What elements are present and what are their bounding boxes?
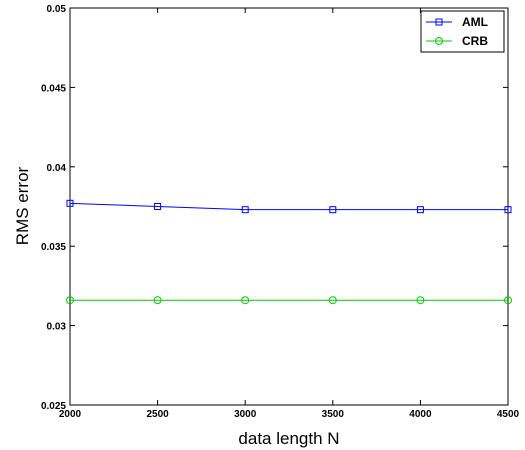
y-tick-label: 0.035 xyxy=(41,242,66,253)
data-point-crb xyxy=(504,296,512,305)
data-point-aml xyxy=(416,206,424,214)
ticks-group: 2000 2500 3000 3500 4000 4500 0.025 0.03 0.035 0.… xyxy=(41,4,520,420)
data-point-aml xyxy=(504,206,512,214)
data-point-crb xyxy=(66,296,74,305)
data-point-aml xyxy=(241,206,249,214)
legend-box xyxy=(420,10,505,53)
x-tick-label: 4000 xyxy=(409,409,432,420)
y-tick-label: 0.04 xyxy=(47,163,67,174)
data-point-crb xyxy=(328,296,337,305)
data-point-aml xyxy=(329,206,337,214)
data-point-crb xyxy=(416,296,425,305)
x-tick-label: 4500 xyxy=(497,409,520,420)
legend-marker-aml xyxy=(435,18,443,26)
data-point-crb xyxy=(241,296,250,305)
series-line-aml xyxy=(69,202,508,211)
series-group xyxy=(66,199,512,305)
data-point-crb xyxy=(153,296,162,305)
legend-label-crb: CRB xyxy=(462,34,488,48)
x-tick-label: 2000 xyxy=(59,409,82,420)
x-tick-label: 2500 xyxy=(146,409,169,420)
legend-marker-crb xyxy=(435,37,443,45)
x-tick-label: 3500 xyxy=(322,409,345,420)
y-axis-label: RMS error xyxy=(13,166,32,245)
y-tick-label: 0.025 xyxy=(41,401,66,412)
data-point-aml xyxy=(154,203,162,210)
data-point-aml xyxy=(66,199,74,207)
legend-label-aml: AML xyxy=(462,15,488,29)
y-tick-label: 0.045 xyxy=(41,83,66,94)
legend: AML CRB xyxy=(420,10,505,53)
plot-area xyxy=(69,7,509,406)
x-tick-label: 3000 xyxy=(234,409,257,420)
x-axis-label: data length N xyxy=(238,429,339,448)
y-tick-label: 0.03 xyxy=(47,322,67,333)
y-tick-label: 0.05 xyxy=(47,4,67,15)
